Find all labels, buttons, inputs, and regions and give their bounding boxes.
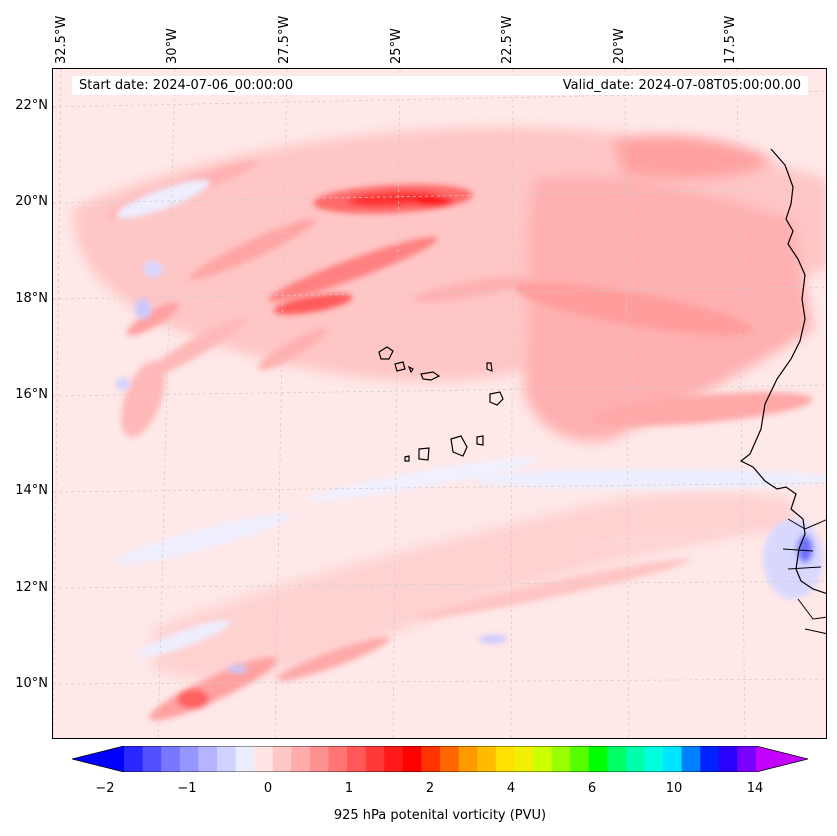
colorbar-segment — [440, 746, 460, 772]
colorbar-segment — [514, 746, 534, 772]
colorbar-segment — [644, 746, 664, 772]
colorbar-label: 925 hPa potenital vorticity (PVU) — [333, 808, 547, 823]
latitude-label: 22°N — [15, 98, 48, 113]
colorbar-tick-label: 6 — [587, 781, 597, 796]
pv-field-plot — [53, 69, 826, 738]
latitude-label: 12°N — [15, 580, 48, 595]
longitude-label: 32.5°W — [54, 15, 69, 64]
colorbar-segment — [198, 746, 218, 772]
coast-inlets — [782, 518, 826, 635]
latitude-label: 10°N — [15, 676, 48, 691]
colorbar-segment — [570, 746, 590, 772]
pv-contours-streaks — [107, 160, 813, 721]
colorbar-segment — [216, 746, 237, 772]
longitude-label: 30°W — [165, 28, 180, 64]
colorbar-segment — [458, 746, 478, 772]
colorbar-segment — [718, 746, 738, 772]
colorbar-segment — [384, 746, 404, 772]
colorbar-segment — [161, 746, 181, 772]
colorbar-segment — [291, 746, 311, 772]
colorbar-segment — [272, 746, 292, 772]
colorbar-tick-label: 0 — [263, 781, 273, 796]
colorbar-segment — [737, 746, 757, 772]
colorbar-tick-label: 1 — [344, 781, 354, 796]
west-africa-coastline — [739, 148, 826, 594]
colorbar-tick-label: 14 — [746, 781, 764, 796]
colorbar-tick-label: 2 — [425, 781, 435, 796]
colorbar-segment — [142, 746, 162, 772]
latitude-label: 18°N — [15, 291, 48, 306]
longitude-label: 20°W — [612, 28, 627, 64]
longitude-label: 25°W — [389, 28, 404, 64]
colorbar-segment — [495, 746, 515, 772]
colorbar-tick-label: 10 — [665, 781, 683, 796]
colorbar-segment — [477, 746, 497, 772]
date-header: Start date: 2024-07-06_00:00:00 Valid_da… — [72, 76, 808, 95]
colorbar-tick-label: 4 — [506, 781, 516, 796]
colorbar-segment — [607, 746, 627, 772]
longitude-label: 22.5°W — [500, 15, 515, 64]
colorbar-segment — [124, 746, 144, 772]
longitude-label: 17.5°W — [723, 15, 738, 64]
cape-verde-islands — [378, 346, 504, 462]
colorbar-segment — [347, 746, 367, 772]
colorbar-segment — [681, 746, 701, 772]
start-date-text: Start date: 2024-07-06_00:00:00 — [79, 78, 294, 93]
valid-date-text: Valid_date: 2024-07-08T05:00:00.00 — [562, 78, 801, 93]
colorbar-tick-label: −2 — [95, 781, 115, 796]
pv-negative-patches — [115, 179, 826, 673]
colorbar-segment — [235, 746, 255, 772]
colorbar-segment — [421, 746, 441, 772]
colorbar-extend-min — [72, 746, 124, 772]
colorbar-segment — [700, 746, 720, 772]
colorbar-segment — [254, 746, 274, 772]
latitude-label: 20°N — [15, 194, 48, 209]
colorbar-segment — [588, 746, 608, 772]
colorbar-segment — [402, 746, 422, 772]
latitude-label: 16°N — [15, 387, 48, 402]
longitude-label: 27.5°W — [277, 15, 292, 64]
colorbar — [72, 746, 808, 772]
colorbar-segment — [551, 746, 571, 772]
colorbar-tick-label: −1 — [177, 781, 197, 796]
colorbar-segment — [365, 746, 385, 772]
colorbar-segment — [663, 746, 683, 772]
colorbar-segment — [625, 746, 645, 772]
colorbar-extend-max — [756, 746, 808, 772]
colorbar-segment — [532, 746, 553, 772]
colorbar-segment — [179, 746, 199, 772]
gridlines — [53, 69, 826, 738]
colorbar-segment — [328, 746, 348, 772]
latitude-label: 14°N — [15, 483, 48, 498]
colorbar-segment — [309, 746, 329, 772]
map-panel — [52, 68, 827, 739]
